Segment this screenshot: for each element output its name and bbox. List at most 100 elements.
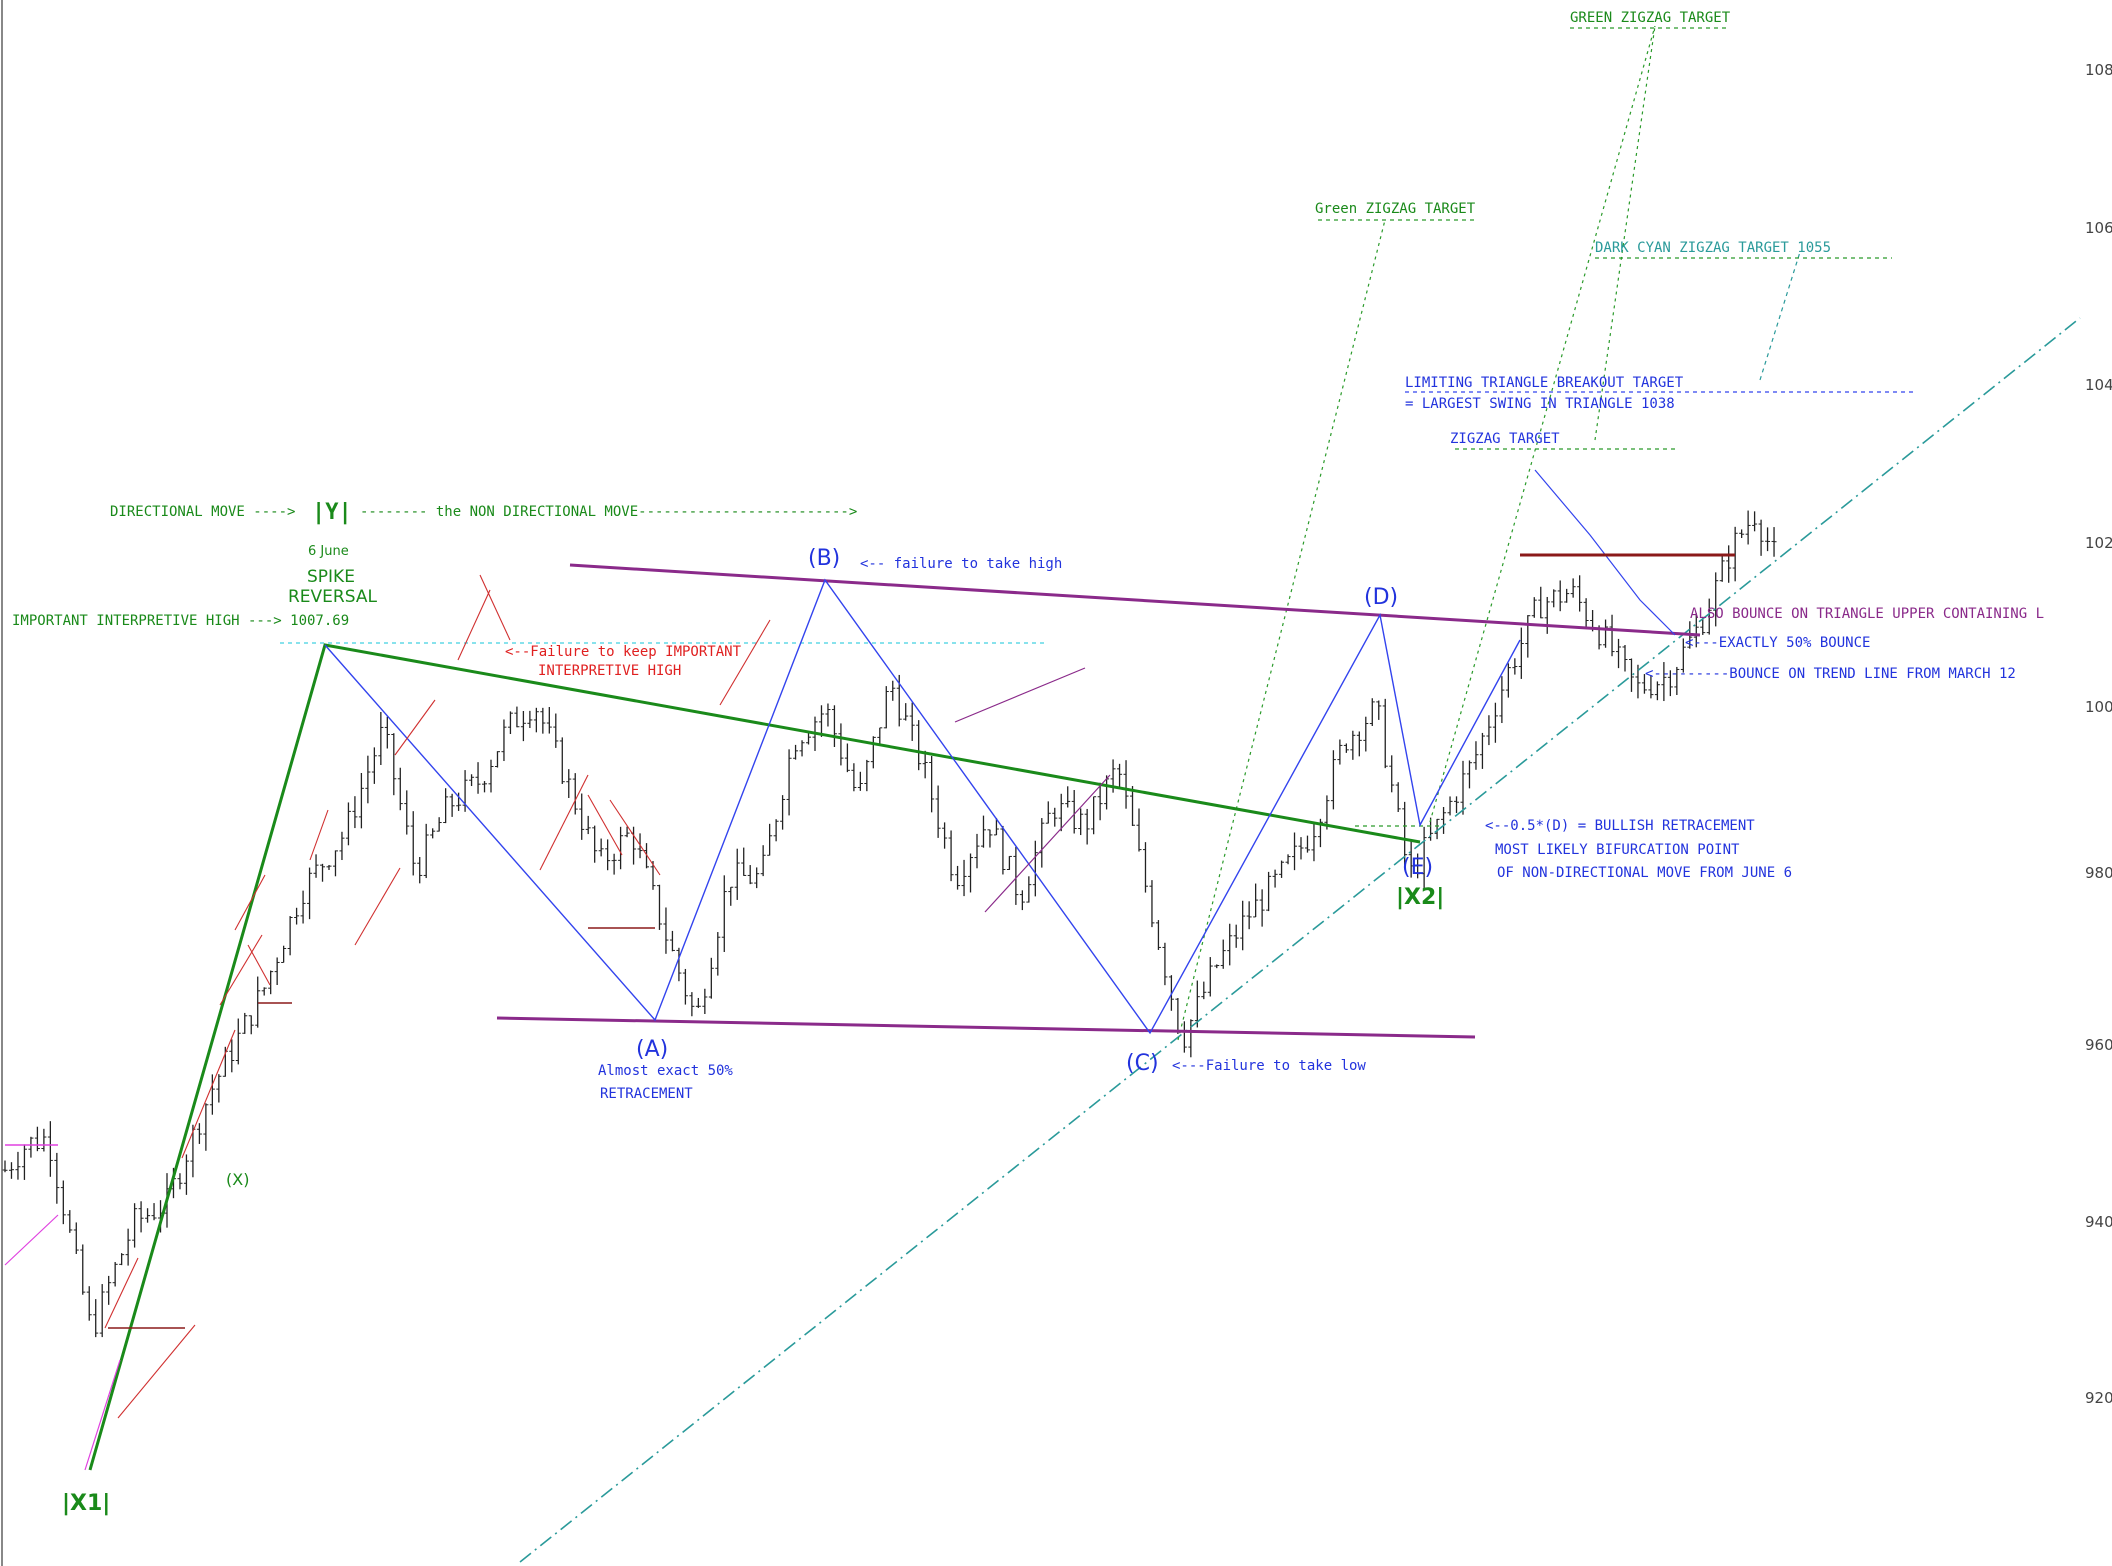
price-bar [358, 773, 364, 829]
triangle-upper-line [569, 563, 1701, 637]
price-bar [916, 720, 922, 771]
price-bar [326, 864, 332, 870]
price-bar [1369, 698, 1375, 726]
price-bar [1499, 676, 1505, 724]
price-bar [1246, 901, 1252, 930]
price-bar [903, 703, 909, 721]
y-tick-label: 940 [2085, 1213, 2112, 1231]
price-bar [1732, 526, 1738, 582]
price-bar [475, 762, 481, 794]
price-bar [1706, 598, 1712, 635]
purple-channel-mid [954, 667, 1086, 723]
price-bar [1350, 730, 1356, 760]
failure-high-label: <-- failure to take high [860, 556, 1062, 572]
price-bar [955, 865, 961, 890]
price-bar [818, 705, 824, 737]
price-bar [1052, 807, 1058, 827]
price-bar [132, 1203, 138, 1248]
price-bar [307, 867, 313, 920]
price-bar [1544, 596, 1550, 634]
price-bar [1071, 790, 1077, 834]
price-bar [21, 1144, 27, 1180]
exactly-50-label: <---EXACTLY 50% BOUNCE [1685, 635, 1870, 651]
price-bar [741, 847, 747, 876]
green-zigzag-target-mid-label: Green ZIGZAG TARGET [1315, 201, 1476, 217]
price-bar [1492, 702, 1498, 743]
price-bar [268, 970, 274, 995]
y-tick-label: 920 [2085, 1389, 2112, 1407]
price-bar [1726, 545, 1732, 583]
limiting-target-label-1: LIMITING TRIANGLE BREAKOUT TARGET [1405, 375, 1684, 391]
wave-b-label: (B) [808, 546, 840, 571]
price-bar [682, 968, 688, 1005]
price-bar [1065, 786, 1071, 808]
price-bar [1512, 658, 1518, 675]
price-bar [1311, 822, 1317, 862]
price-bar [423, 823, 429, 879]
price-bar [1130, 786, 1136, 826]
zigzag-target-label: ZIGZAG TARGET [1450, 431, 1560, 447]
price-bar [216, 1074, 222, 1103]
price-bar [196, 1123, 202, 1144]
price-bar [1058, 793, 1064, 832]
price-bar [922, 750, 928, 779]
bullish-label-3: OF NON-DIRECTIONAL MOVE FROM JUNE 6 [1497, 865, 1792, 881]
price-bar [1758, 519, 1764, 556]
price-bar [1661, 662, 1667, 702]
price-bar [1654, 681, 1660, 701]
x-wave-label: (X) [226, 1170, 249, 1189]
price-bar [1259, 889, 1265, 927]
price-bar [320, 863, 326, 882]
y-wave-label: |Y| [312, 500, 352, 525]
price-bar [151, 1203, 157, 1221]
price-bar [1680, 638, 1686, 673]
y-tick-label: 108 [2085, 61, 2112, 79]
price-bar [883, 686, 889, 729]
abcde-wave-line [324, 578, 1521, 1035]
price-bar [1745, 510, 1751, 545]
price-bar [1285, 854, 1291, 865]
price-bar [1240, 900, 1246, 951]
spike-label: SPIKE [307, 567, 355, 587]
bounce-trend-label: <---------BOUNCE ON TREND LINE FROM MARC… [1645, 666, 2016, 682]
price-bar [1557, 580, 1563, 612]
price-bar [1117, 763, 1123, 788]
price-bar [1337, 739, 1343, 765]
directional-move-label: DIRECTIONAL MOVE ----> [110, 504, 295, 520]
price-bar [1343, 743, 1349, 753]
price-bar [1292, 832, 1298, 871]
price-bar [948, 830, 954, 882]
price-bar [695, 997, 701, 1008]
green-zigzag-line-2 [1429, 25, 1656, 823]
price-bar [1227, 923, 1233, 966]
price-bar [1765, 527, 1771, 552]
price-bar [34, 1126, 40, 1152]
price-bar [417, 857, 423, 884]
magenta-channel-left [4, 1214, 59, 1266]
price-bar [1279, 860, 1285, 878]
price-bar [248, 1015, 254, 1035]
price-bar [1356, 731, 1362, 757]
price-bar [598, 838, 604, 857]
price-bar [1583, 598, 1589, 627]
price-bar [1486, 715, 1492, 746]
magenta-channel-low [84, 1359, 121, 1471]
price-bar [663, 907, 669, 954]
price-bar [80, 1244, 86, 1295]
price-bar [378, 711, 384, 766]
y-tick-label: 102 [2085, 534, 2112, 552]
price-bar [605, 839, 611, 871]
price-bar [1032, 840, 1038, 897]
dark-cyan-target-label: DARK CYAN ZIGZAG TARGET 1055 [1595, 240, 1831, 256]
price-bar [1389, 755, 1395, 793]
price-bar [255, 976, 261, 1028]
price-bar [1693, 613, 1699, 648]
price-bar [935, 785, 941, 838]
price-bar [384, 716, 390, 749]
trend-lines [4, 25, 2081, 1563]
y-tick-label: 100 [2085, 698, 2112, 716]
price-bar [73, 1222, 79, 1254]
price-bar [352, 796, 358, 829]
price-bar [1207, 957, 1213, 997]
